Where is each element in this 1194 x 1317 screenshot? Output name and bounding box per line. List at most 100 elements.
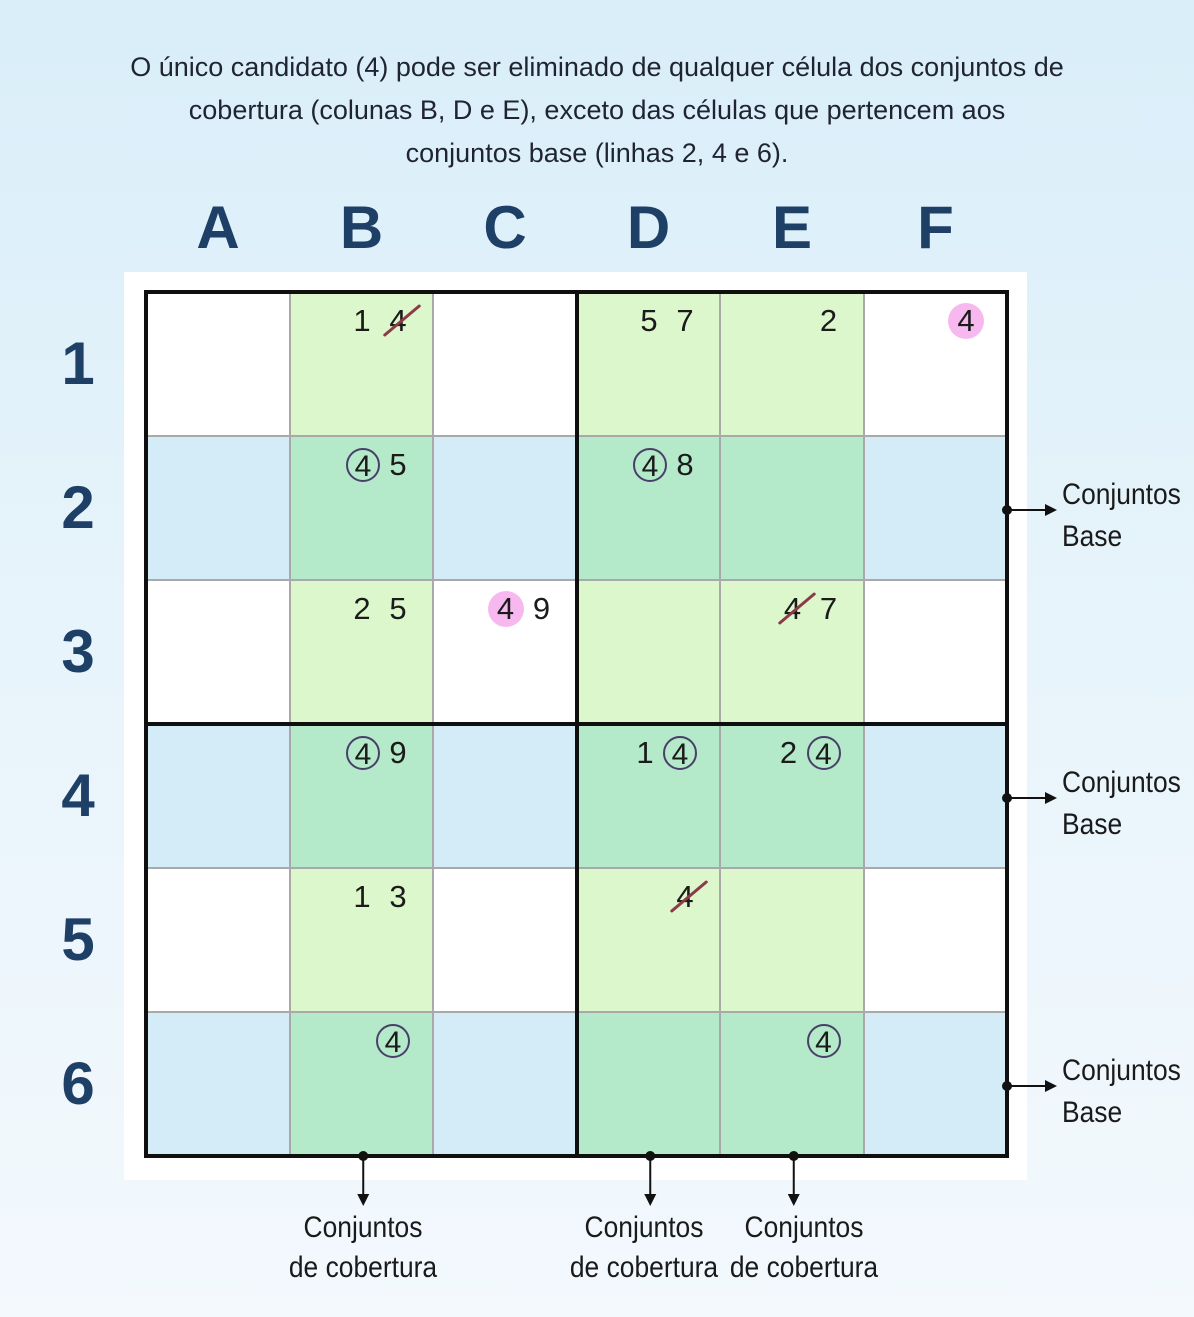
base-set-arrowhead <box>1045 792 1057 804</box>
circled-candidate: 4 <box>633 448 667 483</box>
candidate-digit: 5 <box>640 303 658 338</box>
candidate-digit: 2 <box>353 591 371 626</box>
cell-d6[interactable] <box>576 1012 720 1156</box>
cell-c1[interactable] <box>433 292 577 436</box>
label-line-1: Conjuntos <box>1062 766 1181 799</box>
eliminated-candidate: 4 <box>673 877 697 917</box>
cell-f1[interactable]: 4 <box>863 292 1007 436</box>
column-header-d: D <box>626 194 671 261</box>
cell-d3[interactable] <box>576 580 720 724</box>
cell-f5[interactable] <box>863 868 1007 1012</box>
candidate-digit: 1 <box>353 879 371 914</box>
cell-c2[interactable] <box>433 436 577 580</box>
cell-e6[interactable]: 4 <box>720 1012 864 1156</box>
cover-set-arrowhead <box>644 1194 657 1206</box>
cover-set-arrowhead <box>357 1194 370 1206</box>
candidate-digit: 2 <box>779 735 798 770</box>
candidate-digit: 1 <box>353 303 371 338</box>
cover-set-arrowhead <box>787 1194 800 1206</box>
cell-a3[interactable] <box>146 580 290 724</box>
caption-line-3: conjuntos base (linhas 2, 4 e 6). <box>405 138 789 168</box>
base-set-label-row-6: Conjuntos Base <box>1062 1050 1181 1134</box>
candidate-digit: 8 <box>676 447 694 482</box>
label-line-1: Conjuntos <box>1062 1054 1181 1087</box>
cover-set-label-col-e: Conjuntos de cobertura <box>720 1208 887 1288</box>
candidate-digit: 3 <box>389 879 407 914</box>
column-header-a: A <box>196 194 240 261</box>
row-header-3: 3 <box>61 618 95 685</box>
candidate-digit: 9 <box>532 591 551 626</box>
row-header-2: 2 <box>61 474 95 541</box>
candidate-digit: 9 <box>389 735 407 770</box>
circled-candidate: 4 <box>663 736 697 771</box>
candidates: 2 <box>805 301 841 341</box>
label-line-2: Base <box>1062 808 1123 841</box>
label-line-2: Base <box>1062 520 1123 553</box>
cell-f6[interactable] <box>863 1012 1007 1156</box>
base-set-arrowhead <box>1045 504 1057 516</box>
column-header-b: B <box>339 194 384 261</box>
label-line-1: Conjuntos <box>1062 478 1181 511</box>
circled-candidate: 4 <box>806 1024 841 1059</box>
cell-a2[interactable] <box>146 436 290 580</box>
cover-set-label-col-d: Conjuntos de cobertura <box>561 1208 728 1288</box>
circled-candidate: 4 <box>346 448 380 483</box>
column-header-c: C <box>483 194 527 261</box>
row-header-4: 4 <box>61 762 95 829</box>
candidates: 4 <box>661 877 697 917</box>
cell-a6[interactable] <box>146 1012 290 1156</box>
cell-e2[interactable] <box>720 436 864 580</box>
candidates: 4 <box>948 301 984 341</box>
label-line-2: de cobertura <box>729 1251 878 1284</box>
caption: O único candidato (4) pode ser eliminado… <box>97 46 1097 175</box>
highlighted-candidate: 4 <box>487 591 524 627</box>
label-line-1: Conjuntos <box>584 1211 704 1244</box>
caption-line-2: cobertura (colunas B, D e E), exceto das… <box>188 95 1006 125</box>
label-line-2: de cobertura <box>289 1251 438 1284</box>
cell-a1[interactable] <box>146 292 290 436</box>
cell-e1[interactable]: 2 <box>720 292 864 436</box>
candidate-digit: 7 <box>676 303 694 338</box>
row-header-5: 5 <box>61 906 95 973</box>
cell-b6[interactable]: 4 <box>289 1012 433 1156</box>
cell-e5[interactable] <box>720 868 864 1012</box>
label-line-2: de cobertura <box>570 1251 719 1284</box>
cell-a5[interactable] <box>146 868 290 1012</box>
base-set-label-row-2: Conjuntos Base <box>1062 474 1181 558</box>
candidate-digit: 5 <box>389 591 407 626</box>
row-header-1: 1 <box>61 330 95 397</box>
row-header-6: 6 <box>61 1050 95 1117</box>
column-header-f: F <box>917 194 954 261</box>
box-divider-horizontal <box>144 722 1009 726</box>
candidates: 4 <box>806 1021 841 1061</box>
cell-f4[interactable] <box>863 724 1007 868</box>
cover-set-label-col-b: Conjuntos de cobertura <box>280 1208 447 1288</box>
column-header-e: E <box>771 194 813 261</box>
eliminated-candidate: 4 <box>386 301 410 341</box>
cell-d5[interactable]: 4 <box>576 868 720 1012</box>
cell-f2[interactable] <box>863 436 1007 580</box>
candidates: 4 <box>376 1021 410 1061</box>
circled-candidate: 4 <box>806 736 841 771</box>
label-line-1: Conjuntos <box>744 1211 864 1244</box>
